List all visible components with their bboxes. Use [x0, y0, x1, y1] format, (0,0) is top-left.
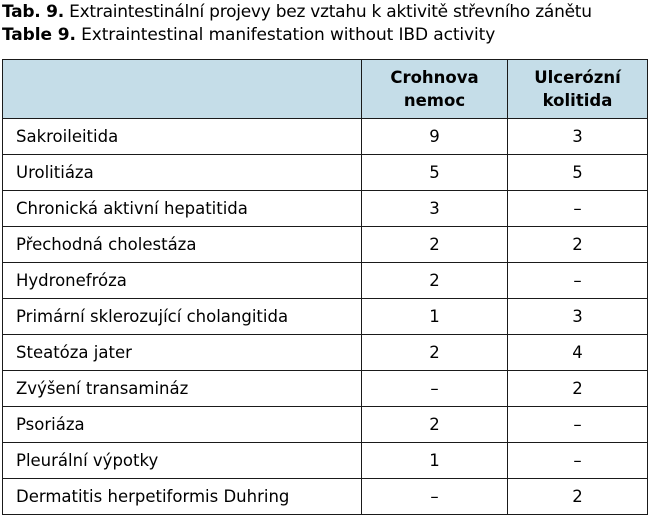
manifestation-name: Chronická aktivní hepatitida [2, 190, 362, 227]
manifestation-name: Primární sklerozující cholangitida [2, 298, 362, 335]
uc-count: – [507, 190, 648, 227]
uc-count: 2 [507, 478, 648, 515]
header-uc: Ulcerózní kolitida [507, 59, 648, 119]
uc-count: – [507, 442, 648, 479]
caption-text-english: Extraintestinal manifestation without IB… [75, 25, 496, 45]
header-crohn-line1: Crohnova [390, 68, 479, 87]
table-row: Psoriáza 2– [2, 406, 648, 443]
header-manifestation [2, 59, 362, 119]
uc-count: – [507, 406, 648, 443]
manifestation-name: Pleurální výpotky [2, 442, 362, 479]
manifestation-name: Steatóza jater [2, 334, 362, 371]
crohn-count: – [361, 370, 508, 407]
table-row: Sakroileitida 9 3 [2, 118, 648, 155]
caption-text-czech: Extraintestinální projevy bez vztahu k a… [63, 2, 592, 22]
crohn-count: 2 [361, 334, 508, 371]
crohn-count: 5 [361, 154, 508, 191]
manifestation-name: Přechodná cholestáza [2, 226, 362, 263]
table-row: Přechodná cholestáza 2 2 [2, 226, 648, 263]
uc-count: 4 [507, 334, 648, 371]
crohn-count: 1 [361, 298, 508, 335]
crohn-count: 2 [361, 406, 508, 443]
crohn-count: 2 [361, 226, 508, 263]
caption-label-czech: Tab. 9. [2, 2, 64, 22]
manifestation-name: Zvýšení transamináz [2, 370, 362, 407]
uc-count: 3 [507, 298, 648, 335]
crohn-count: 2 [361, 262, 508, 299]
header-crohn: Crohnova nemoc [361, 59, 508, 119]
crohn-count: 1 [361, 442, 508, 479]
crohn-count: – [361, 478, 508, 515]
table-caption-czech: Tab. 9. Extraintestinální projevy bez vz… [2, 1, 592, 23]
table-row: Dermatitis herpetiformis Duhring –2 [2, 478, 648, 515]
manifestation-name: Dermatitis herpetiformis Duhring [2, 478, 362, 515]
caption-label-english: Table 9. [2, 25, 76, 45]
header-uc-line2: kolitida [542, 91, 613, 110]
crohn-count: 9 [361, 118, 508, 155]
header-crohn-line2: nemoc [403, 91, 466, 110]
table-row: Steatóza jater 2 4 [2, 334, 648, 371]
table-caption-english: Table 9. Extraintestinal manifestation w… [2, 24, 495, 46]
crohn-count: 3 [361, 190, 508, 227]
uc-count: 2 [507, 370, 648, 407]
manifestation-name: Psoriáza [2, 406, 362, 443]
manifestation-name: Sakroileitida [2, 118, 362, 155]
uc-count: 2 [507, 226, 648, 263]
manifestation-name: Hydronefróza [2, 262, 362, 299]
table-row: Primární sklerozující cholangitida 1 3 [2, 298, 648, 335]
table-row: Chronická aktivní hepatitida 3– [2, 190, 648, 227]
manifestation-table: Crohnova nemoc Ulcerózní kolitida Sakroile… [2, 59, 648, 515]
table-row: Zvýšení transamináz –2 [2, 370, 648, 407]
table-row: Hydronefróza 2– [2, 262, 648, 299]
manifestation-name: Urolitiáza [2, 154, 362, 191]
uc-count: 3 [507, 118, 648, 155]
table-header-row: Crohnova nemoc Ulcerózní kolitida [2, 59, 648, 119]
uc-count: – [507, 262, 648, 299]
table-row: Pleurální výpotky 1– [2, 442, 648, 479]
table-row: Urolitiáza 5 5 [2, 154, 648, 191]
uc-count: 5 [507, 154, 648, 191]
header-uc-line1: Ulcerózní [534, 68, 621, 87]
